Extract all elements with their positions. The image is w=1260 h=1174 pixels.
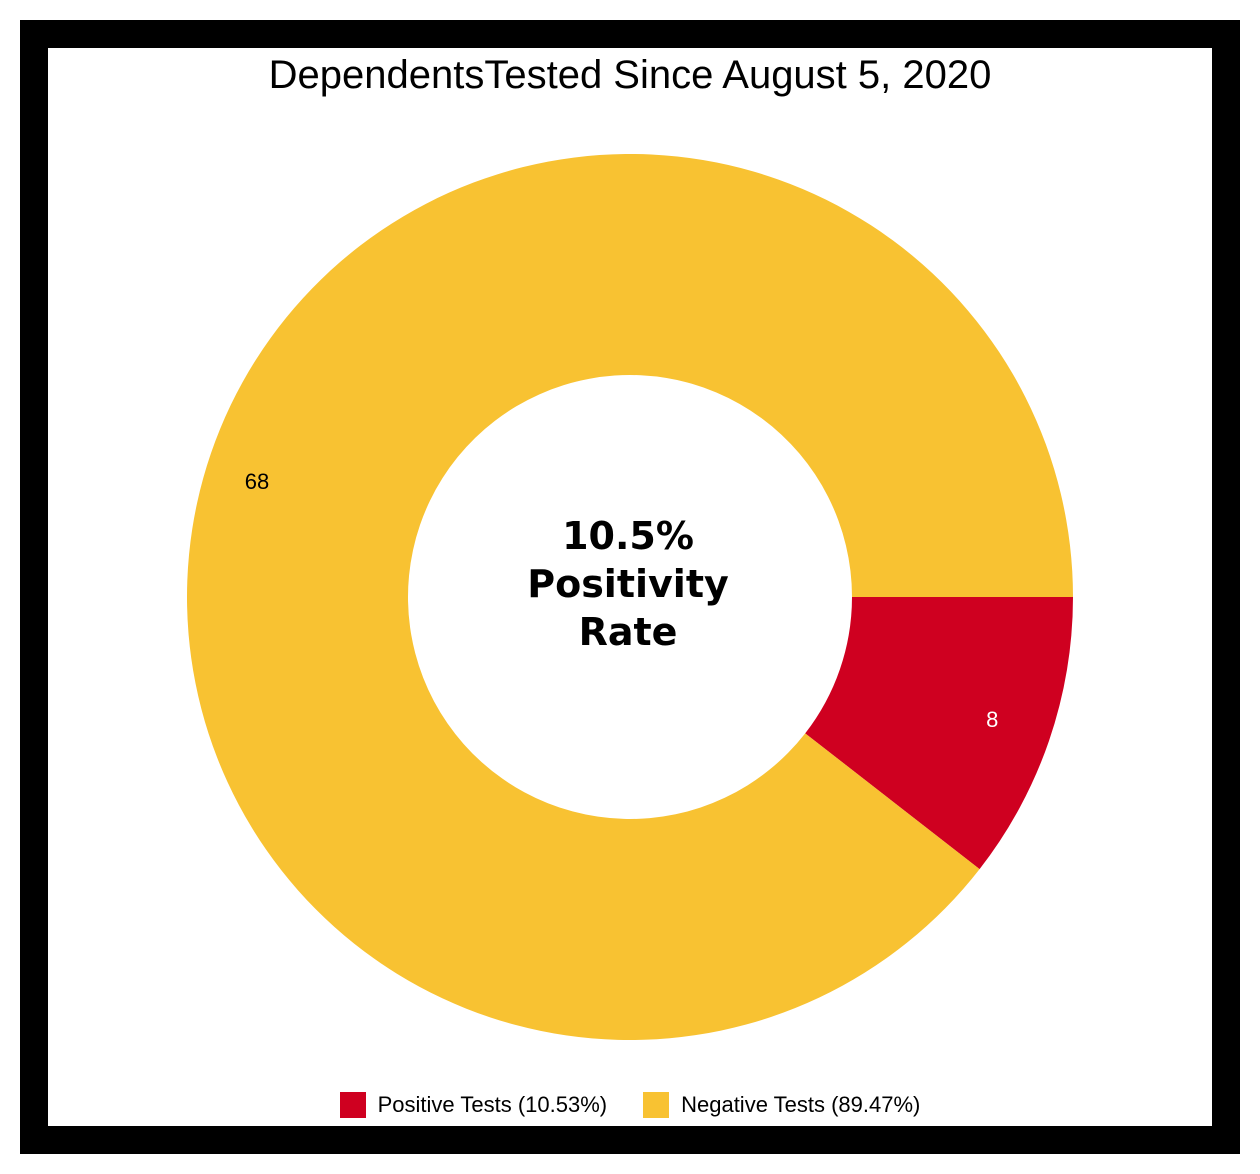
positivity-rate-label: 10.5% Positivity Rate (430, 512, 826, 656)
legend-label-positive: Positive Tests (10.53%) (377, 1092, 608, 1117)
donut-slice-negative[interactable] (187, 154, 1073, 1041)
slice-label-positive: 8 (986, 707, 998, 732)
legend-item-negative[interactable]: Negative Tests (89.47%) (643, 1092, 920, 1118)
legend-swatch-negative (643, 1092, 670, 1118)
positivity-rate-value: 10.5% (562, 514, 694, 558)
chart-title: DependentsTested Since August 5, 2020 (268, 53, 992, 97)
chart-legend: Positive Tests (10.53%) Negative Tests (… (0, 1092, 1260, 1118)
legend-label-negative: Negative Tests (89.47%) (681, 1092, 921, 1117)
positivity-rate-rate: Rate (578, 610, 678, 654)
legend-item-positive[interactable]: Positive Tests (10.53%) (339, 1092, 608, 1118)
positivity-rate-word: Positivity (527, 562, 729, 606)
legend-swatch-positive (339, 1092, 366, 1118)
donut-slices (187, 154, 1073, 1041)
donut-slice-positive[interactable] (805, 597, 1073, 870)
slice-label-negative: 68 (245, 469, 269, 494)
donut-slice-labels: 8 68 (245, 469, 999, 732)
